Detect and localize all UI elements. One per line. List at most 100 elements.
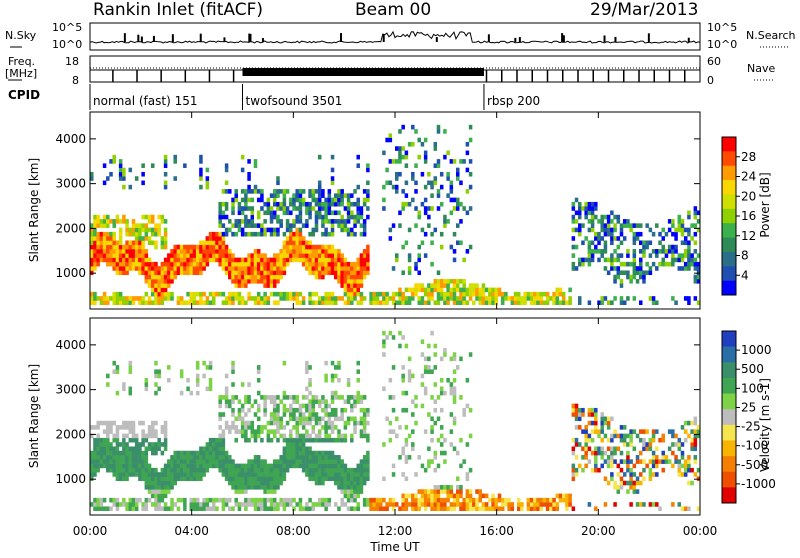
heatmap-cell (151, 291, 155, 297)
heatmap-cell (639, 240, 643, 246)
heatmap-cell (362, 201, 367, 207)
heatmap-cell (186, 300, 190, 306)
heatmap-cell (350, 214, 354, 220)
heatmap-cell (366, 266, 370, 271)
heatmap-cell (260, 270, 264, 276)
heatmap-cell (324, 206, 328, 211)
heatmap-cell (93, 261, 97, 267)
heatmap-cell (324, 210, 328, 216)
heatmap-cell (176, 506, 181, 512)
heatmap-cell (224, 395, 229, 400)
heatmap-cell (163, 429, 168, 434)
heatmap-cell (362, 472, 367, 477)
heatmap-cell (366, 167, 370, 173)
heatmap-cell (356, 489, 360, 494)
heatmap-cell (356, 360, 360, 366)
heatmap-cell (417, 257, 421, 263)
heatmap-cell (343, 227, 348, 233)
heatmap-cell (231, 412, 235, 417)
heatmap-cell (250, 420, 255, 426)
heatmap-cell (289, 429, 293, 434)
heatmap-cell (484, 493, 489, 499)
heatmap-cell (183, 261, 187, 267)
heatmap-cell (289, 201, 293, 207)
heatmap-cell (597, 433, 601, 439)
heatmap-cell (138, 450, 142, 456)
heatmap-cell (616, 270, 621, 276)
heatmap-cell (186, 450, 190, 456)
heatmap-cell (305, 506, 309, 512)
heatmap-cell (452, 291, 457, 297)
heatmap-cell (295, 240, 299, 246)
heatmap-cell (687, 480, 691, 486)
heatmap-cell (228, 476, 232, 482)
heatmap-cell (109, 425, 113, 430)
heatmap-cell (253, 253, 258, 258)
heatmap-cell (436, 296, 441, 301)
heatmap-cell (321, 437, 325, 443)
heatmap-cell (420, 141, 425, 147)
heatmap-cell (545, 291, 550, 297)
heatmap-cell (256, 266, 261, 271)
heatmap-cell (247, 231, 251, 237)
heatmap-cell (170, 249, 174, 254)
heatmap-cell (626, 467, 630, 473)
heatmap-cell (574, 467, 579, 473)
heatmap-cell (671, 502, 675, 507)
heatmap-cell (199, 176, 203, 181)
heatmap-cell (256, 480, 261, 486)
heatmap-cell (661, 261, 665, 267)
heatmap-cell (462, 279, 466, 284)
heatmap-cell (163, 489, 168, 494)
heatmap-cell (263, 506, 267, 512)
heatmap-cell (436, 270, 441, 276)
heatmap-cell (128, 437, 133, 443)
heatmap-cell (102, 506, 107, 512)
heatmap-cell (221, 261, 226, 267)
heatmap-cell (163, 502, 168, 507)
heatmap-cell (93, 244, 97, 250)
heatmap-cell (314, 412, 319, 417)
heatmap-cell (420, 403, 425, 409)
heatmap-cell (263, 480, 267, 486)
heatmap-cell (632, 270, 637, 276)
heatmap-cell (343, 433, 348, 439)
heatmap-cell (99, 506, 104, 512)
heatmap-cell (301, 416, 306, 422)
heatmap-cell (215, 253, 219, 258)
heatmap-cell (202, 360, 206, 366)
heatmap-cell (693, 429, 698, 434)
heatmap-cell (533, 296, 537, 301)
heatmap-cell (407, 455, 412, 460)
heatmap-cell (568, 287, 572, 293)
colorbar-segment (722, 393, 736, 410)
heatmap-cell (372, 506, 377, 512)
heatmap-cell (452, 446, 457, 452)
heatmap-cell (160, 270, 165, 276)
noise-line (89, 30, 701, 44)
heatmap-cell (282, 210, 287, 216)
heatmap-cell (330, 429, 335, 434)
heatmap-cell (122, 167, 126, 173)
heatmap-cell (292, 291, 296, 297)
heatmap-cell (205, 240, 210, 246)
heatmap-cell (334, 455, 338, 460)
heatmap-cell (102, 450, 107, 456)
heatmap-cell (639, 437, 643, 443)
heatmap-cell (131, 261, 136, 267)
power-heatmap (90, 124, 701, 306)
heatmap-cell (324, 433, 328, 439)
heatmap-cell (414, 206, 418, 211)
heatmap-cell (102, 455, 107, 460)
heatmap-cell (600, 450, 604, 456)
heatmap-cell (314, 219, 319, 224)
heatmap-cell (353, 425, 357, 430)
heatmap-cell (263, 502, 267, 507)
heatmap-cell (160, 244, 165, 250)
heatmap-cell (115, 369, 120, 374)
heatmap-cell (305, 360, 309, 366)
heatmap-cell (677, 214, 682, 220)
heatmap-cell (250, 197, 255, 203)
heatmap-cell (109, 467, 113, 473)
heatmap-cell (118, 472, 123, 477)
